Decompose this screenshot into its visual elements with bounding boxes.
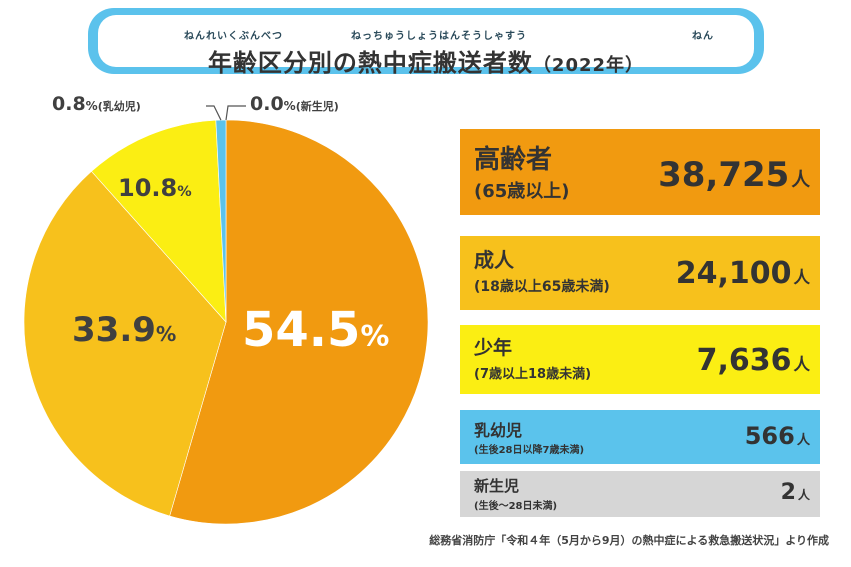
slice-label-infant: 0.8%(乳幼児) [52,93,141,115]
slice-label-youth-pct: % [177,184,192,200]
title-panel: ねんれいくぶんべつ ねっちゅうしょうはんそうしゃすう ねん 年齢区分別の熱中症搬… [98,15,754,77]
legend-sub-elderly: (65歳以上) [474,181,570,202]
slice-label-adult-pct: % [155,322,177,346]
slice-label-youth-value: 10.8 [118,174,178,202]
legend-value-infant: 566 人 [745,422,810,450]
slice-label-newborn-pct: % [283,99,296,113]
slice-label-newborn-name: (新生児) [295,100,339,113]
legend-name-adult: 成人 [474,248,514,272]
legend-row-youth: 少年 (7歳以上18歳未満) 7,636 人 [460,325,820,394]
slice-label-youth: 10.8% [118,174,192,202]
slice-label-adult-value: 33.9 [72,310,156,350]
slice-label-newborn: 0.0%(新生児) [250,93,339,115]
legend-sub-adult: (18歳以上65歳未満) [474,279,610,295]
leader-line-infant [206,105,222,121]
slice-label-infant-pct: % [85,99,98,113]
slice-infant [215,119,227,323]
legend-sub-youth: (7歳以上18歳未満) [474,367,592,382]
slice-label-elderly-value: 54.5 [242,302,361,358]
title-main: 年齢区分別の熱中症搬送者数 [207,49,533,77]
slice-label-adult: 33.9% [72,310,176,350]
legend-sub-infant: (生後28日以降7歳未満) [474,445,585,456]
title-ruby-2: ねっちゅうしょうはんそうしゃすう [351,31,527,42]
source-note: 総務省消防庁「令和４年（5月から9月）の熱中症による救急搬送状況」より作成 [429,534,829,547]
slice-label-elderly: 54.5% [242,302,389,358]
slice-label-elderly-pct: % [360,319,390,353]
legend-row-adult: 成人 (18歳以上65歳未満) 24,100 人 [460,236,820,310]
slice-label-infant-name: (乳幼児) [97,100,141,113]
page-title: 年齢区分別の熱中症搬送者数（2022年） [98,43,754,78]
legend-sub-newborn: (生後〜28日未満) [474,501,558,512]
title-ruby-3: ねん [692,31,714,42]
legend-value-infant-number: 566 [744,422,795,450]
slice-youth [91,119,227,323]
legend-value-youth-number: 7,636 [696,343,792,378]
legend-value-youth: 7,636 人 [697,343,810,378]
legend-value-newborn-unit: 人 [797,488,810,502]
leader-line-newborn [225,105,246,121]
legend-value-adult-number: 24,100 [675,256,792,291]
legend-row-infant: 乳幼児 (生後28日以降7歳未満) 566 人 [460,410,820,464]
legend-name-youth: 少年 [474,337,513,359]
legend-value-elderly: 38,725 人 [658,155,810,195]
slice-elderly [169,119,429,525]
legend-value-infant-unit: 人 [796,433,810,448]
title-banner: ねんれいくぶんべつ ねっちゅうしょうはんそうしゃすう ねん 年齢区分別の熱中症搬… [88,8,764,77]
title-ruby-1: ねんれいくぶんべつ [184,31,283,42]
legend-name-elderly: 高齢者 [474,145,553,175]
slice-label-infant-value: 0.8 [52,93,86,115]
legend-value-elderly-unit: 人 [791,170,810,191]
legend-value-youth-unit: 人 [793,355,811,374]
slice-adult [23,170,227,517]
legend-value-newborn-number: 2 [780,480,796,505]
legend-row-elderly: 高齢者 (65歳以上) 38,725 人 [460,129,820,215]
slice-label-newborn-value: 0.0 [250,93,284,115]
legend-value-elderly-number: 38,725 [658,155,790,195]
title-year: （2022年） [532,55,645,76]
legend-value-adult: 24,100 人 [676,256,810,291]
legend-value-adult-unit: 人 [793,268,811,287]
legend-name-infant: 乳幼児 [474,421,523,440]
legend-name-newborn: 新生児 [474,477,520,495]
